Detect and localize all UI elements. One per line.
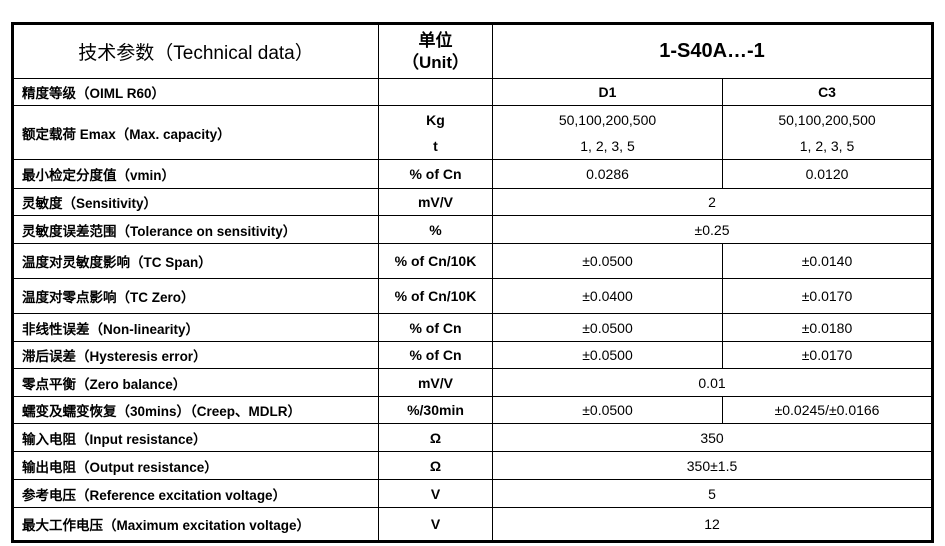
row-label: 灵敏度（Sensitivity） xyxy=(12,188,379,216)
table-row: 参考电压（Reference excitation voltage） V 5 xyxy=(12,479,934,508)
c3-kg: 50,100,200,500 xyxy=(778,111,876,128)
row-label: 精度等级（OIML R60） xyxy=(12,78,379,106)
header-title: 技术参数（Technical data） xyxy=(12,23,379,79)
c3-value: ±0.0245/±0.0166 xyxy=(721,396,934,424)
table-row: 最小检定分度值（vmin）% of Cn 0.0286 0.0120 xyxy=(12,159,934,189)
unit-label: 单位 xyxy=(418,30,453,50)
unit-label-en: （Unit） xyxy=(401,52,470,72)
row-unit: % of Cn xyxy=(378,159,493,189)
model-name: 1-S40A…-1 xyxy=(491,23,934,79)
row-label: 输出电阻（Output resistance） xyxy=(12,451,379,480)
c3-value: ±0.0140 xyxy=(721,243,934,279)
row-unit: % of Cn xyxy=(378,313,493,342)
table-row: 灵敏度误差范围（Tolerance on sensitivity）% ±0.25 xyxy=(12,215,934,244)
unit-t: t xyxy=(433,137,438,154)
d1-value: 0.0286 xyxy=(492,159,723,189)
row-unit: % of Cn/10K xyxy=(378,243,493,279)
row-label: 滞后误差（Hysteresis error） xyxy=(12,341,379,369)
d1-value: ±0.0400 xyxy=(492,278,723,314)
d1-value: ±0.0500 xyxy=(492,243,723,279)
table-row: 蠕变及蠕变恢复（30mins）（Creep、MDLR） %/30min ±0.050… xyxy=(12,396,934,424)
row-unit: V xyxy=(378,507,493,542)
row-label: 非线性误差（Non-linearity） xyxy=(12,313,379,342)
table-row: 灵敏度（Sensitivity） mV/V 2 xyxy=(12,188,934,216)
d1-value: ±0.0500 xyxy=(492,313,723,342)
row-unit: Ω xyxy=(378,451,493,480)
class-d1: D1 xyxy=(492,78,723,106)
table-header-row: 技术参数（Technical data） 单位 （Unit） 1-S40A…-1 xyxy=(12,23,934,79)
row-unit: %/30min xyxy=(378,396,493,424)
row-label: 零点平衡（Zero balance） xyxy=(12,368,379,397)
row-label: 额定载荷 Emax（Max. capacity） xyxy=(12,105,379,160)
row-unit: mV/V xyxy=(378,368,493,397)
table-row: 温度对零点影响（TC Zero）% of Cn/10K ±0.0400 ±0.017… xyxy=(12,278,934,314)
c3-value: 0.0120 xyxy=(721,159,934,189)
technical-data-table: 技术参数（Technical data） 单位 （Unit） 1-S40A…-1 … xyxy=(11,22,935,543)
shared-value: 5 xyxy=(491,479,934,508)
table-row: 滞后误差（Hysteresis error）% of Cn ±0.0500 ±0.0… xyxy=(12,341,934,369)
d1-value: ±0.0500 xyxy=(492,341,723,369)
row-label: 最大工作电压（Maximum excitation voltage） xyxy=(12,507,379,542)
c3-value: ±0.0170 xyxy=(721,341,934,369)
c3-value: 50,100,200,500 1, 2, 3, 5 xyxy=(721,105,934,160)
row-label: 输入电阻（Input resistance） xyxy=(12,423,379,452)
unit-kg: Kg xyxy=(426,111,445,128)
d1-value: ±0.0500 xyxy=(492,396,723,424)
row-unit: Ω xyxy=(378,423,493,452)
c3-value: ±0.0180 xyxy=(721,313,934,342)
row-label: 温度对零点影响（TC Zero） xyxy=(12,278,379,314)
shared-value: 350±1.5 xyxy=(491,451,934,480)
shared-value: 2 xyxy=(491,188,934,216)
row-unit: Kg t xyxy=(378,105,493,160)
table-row: 精度等级（OIML R60） D1 C3 xyxy=(12,78,934,106)
row-unit: mV/V xyxy=(378,188,493,216)
table-row: 温度对灵敏度影响（TC Span）% of Cn/10K ±0.0500 ±0.01… xyxy=(12,243,934,279)
row-label: 灵敏度误差范围（Tolerance on sensitivity） xyxy=(12,215,379,244)
row-label: 参考电压（Reference excitation voltage） xyxy=(12,479,379,508)
table-row: 额定载荷 Emax（Max. capacity） Kg t 50,100,200,… xyxy=(12,105,934,160)
row-label: 温度对灵敏度影响（TC Span） xyxy=(12,243,379,279)
table-row: 输出电阻（Output resistance） Ω 350±1.5 xyxy=(12,451,934,480)
row-unit xyxy=(378,78,493,106)
class-c3: C3 xyxy=(721,78,934,106)
table-row: 输入电阻（Input resistance） Ω 350 xyxy=(12,423,934,452)
table-row: 非线性误差（Non-linearity）% of Cn ±0.0500 ±0.018… xyxy=(12,313,934,342)
row-unit: V xyxy=(378,479,493,508)
d1-value: 50,100,200,500 1, 2, 3, 5 xyxy=(492,105,723,160)
shared-value: 0.01 xyxy=(491,368,934,397)
c3-value: ±0.0170 xyxy=(721,278,934,314)
row-unit: % of Cn xyxy=(378,341,493,369)
d1-t: 1, 2, 3, 5 xyxy=(580,137,635,154)
d1-kg: 50,100,200,500 xyxy=(558,111,657,128)
row-unit: % xyxy=(378,215,493,244)
header-unit: 单位 （Unit） xyxy=(378,23,493,79)
table-row: 最大工作电压（Maximum excitation voltage） V 12 xyxy=(12,507,934,542)
c3-t: 1, 2, 3, 5 xyxy=(799,137,855,154)
shared-value: 350 xyxy=(491,423,934,452)
row-unit: % of Cn/10K xyxy=(378,278,493,314)
row-label: 最小检定分度值（vmin） xyxy=(12,159,379,189)
table-row: 零点平衡（Zero balance） mV/V 0.01 xyxy=(12,368,934,397)
shared-value: ±0.25 xyxy=(491,215,934,244)
row-label: 蠕变及蠕变恢复（30mins）（Creep、MDLR） xyxy=(12,396,379,424)
shared-value: 12 xyxy=(491,507,934,542)
